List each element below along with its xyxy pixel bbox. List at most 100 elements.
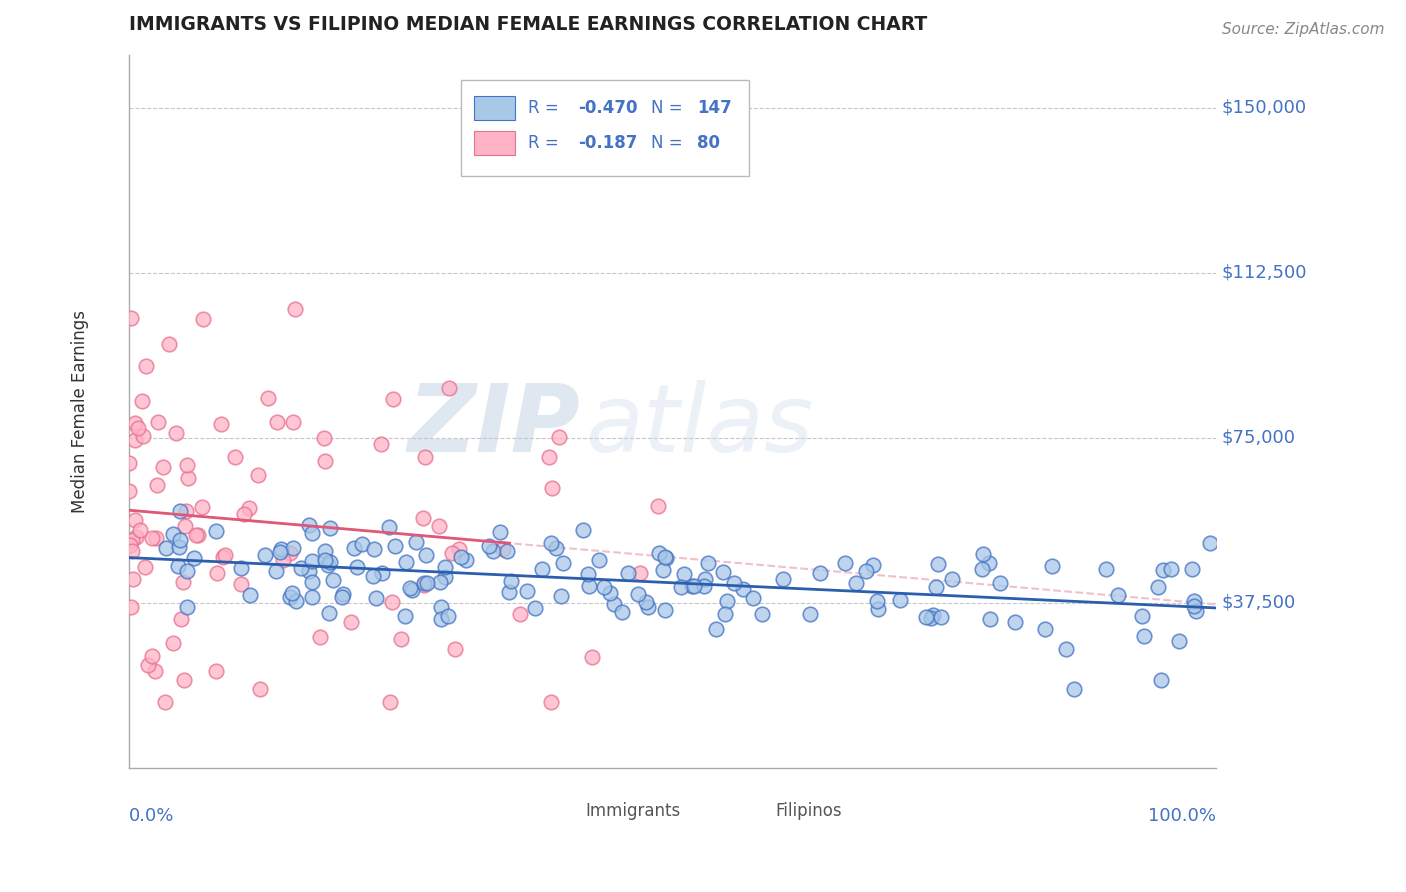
Point xyxy=(401,582,423,597)
Text: 80: 80 xyxy=(697,135,720,153)
Point xyxy=(751,607,773,622)
Point xyxy=(165,426,187,441)
Point xyxy=(363,542,385,557)
Point xyxy=(1130,608,1153,623)
Point xyxy=(834,556,856,570)
Point xyxy=(167,559,190,574)
Text: ZIP: ZIP xyxy=(408,380,581,472)
Point xyxy=(187,527,209,541)
Point xyxy=(454,553,477,567)
Point xyxy=(120,538,142,552)
Point xyxy=(416,576,439,591)
Point xyxy=(322,573,344,587)
Point xyxy=(281,586,304,600)
Point xyxy=(129,523,152,537)
Point xyxy=(118,484,141,499)
Point xyxy=(136,658,159,673)
Point xyxy=(541,481,564,495)
Point xyxy=(384,540,406,554)
Text: Immigrants: Immigrants xyxy=(585,802,681,820)
Point xyxy=(134,560,156,574)
Point xyxy=(183,551,205,566)
Point xyxy=(184,528,207,542)
Point xyxy=(524,601,547,615)
Point xyxy=(155,541,177,555)
Point xyxy=(499,574,522,589)
Point xyxy=(239,588,262,602)
Text: IMMIGRANTS VS FILIPINO MEDIAN FEMALE EARNINGS CORRELATION CHART: IMMIGRANTS VS FILIPINO MEDIAN FEMALE EAR… xyxy=(129,15,928,34)
Point xyxy=(378,520,401,534)
Point xyxy=(350,537,373,551)
Point xyxy=(647,500,669,514)
Point xyxy=(191,311,214,326)
Point xyxy=(264,565,287,579)
Point xyxy=(361,569,384,583)
Text: Source: ZipAtlas.com: Source: ZipAtlas.com xyxy=(1222,22,1385,37)
Point xyxy=(266,415,288,429)
Text: $150,000: $150,000 xyxy=(1222,99,1306,117)
Point xyxy=(145,532,167,546)
Point xyxy=(229,576,252,591)
Point xyxy=(855,564,877,578)
Point xyxy=(319,520,342,534)
Point xyxy=(314,553,336,567)
Point xyxy=(1133,629,1156,643)
Point xyxy=(389,632,412,647)
Point xyxy=(628,566,651,580)
Point xyxy=(716,593,738,607)
Point xyxy=(711,565,734,579)
Point xyxy=(972,547,994,561)
Point xyxy=(434,570,457,584)
Point xyxy=(229,560,252,574)
Point xyxy=(1185,603,1208,617)
Point xyxy=(799,607,821,621)
FancyBboxPatch shape xyxy=(474,95,515,120)
Point xyxy=(627,587,650,601)
Point xyxy=(145,478,167,492)
Point xyxy=(693,579,716,593)
Point xyxy=(592,580,614,594)
Point xyxy=(249,681,271,696)
Point xyxy=(278,546,301,560)
Point xyxy=(599,586,621,600)
Text: N =: N = xyxy=(651,135,688,153)
Point xyxy=(394,609,416,624)
Point xyxy=(429,574,451,589)
Point xyxy=(124,434,146,448)
Point xyxy=(634,594,657,608)
Text: R =: R = xyxy=(529,99,564,117)
Point xyxy=(176,599,198,614)
Point xyxy=(399,582,422,596)
Point xyxy=(538,450,561,465)
Point xyxy=(143,664,166,678)
Point xyxy=(581,649,603,664)
Text: Median Female Earnings: Median Female Earnings xyxy=(72,310,90,513)
Point xyxy=(281,541,304,555)
Point xyxy=(157,337,180,351)
Point xyxy=(298,517,321,532)
Point xyxy=(1152,563,1174,577)
Point xyxy=(314,431,336,445)
Point xyxy=(498,585,520,599)
Point xyxy=(290,561,312,575)
Point xyxy=(169,533,191,547)
Point xyxy=(162,635,184,649)
Point xyxy=(889,593,911,607)
Point xyxy=(1063,681,1085,696)
Point xyxy=(214,548,236,562)
Point xyxy=(173,673,195,687)
Point xyxy=(1150,673,1173,687)
Point xyxy=(927,557,949,571)
Point xyxy=(205,524,228,539)
Point xyxy=(941,572,963,586)
Point xyxy=(1199,536,1222,550)
FancyBboxPatch shape xyxy=(733,802,768,821)
Point xyxy=(412,511,434,525)
Point xyxy=(131,393,153,408)
Point xyxy=(366,591,388,605)
Point xyxy=(209,417,232,431)
Text: $112,500: $112,500 xyxy=(1222,264,1306,282)
Point xyxy=(316,558,339,572)
Point xyxy=(429,611,451,625)
Point xyxy=(118,457,141,471)
